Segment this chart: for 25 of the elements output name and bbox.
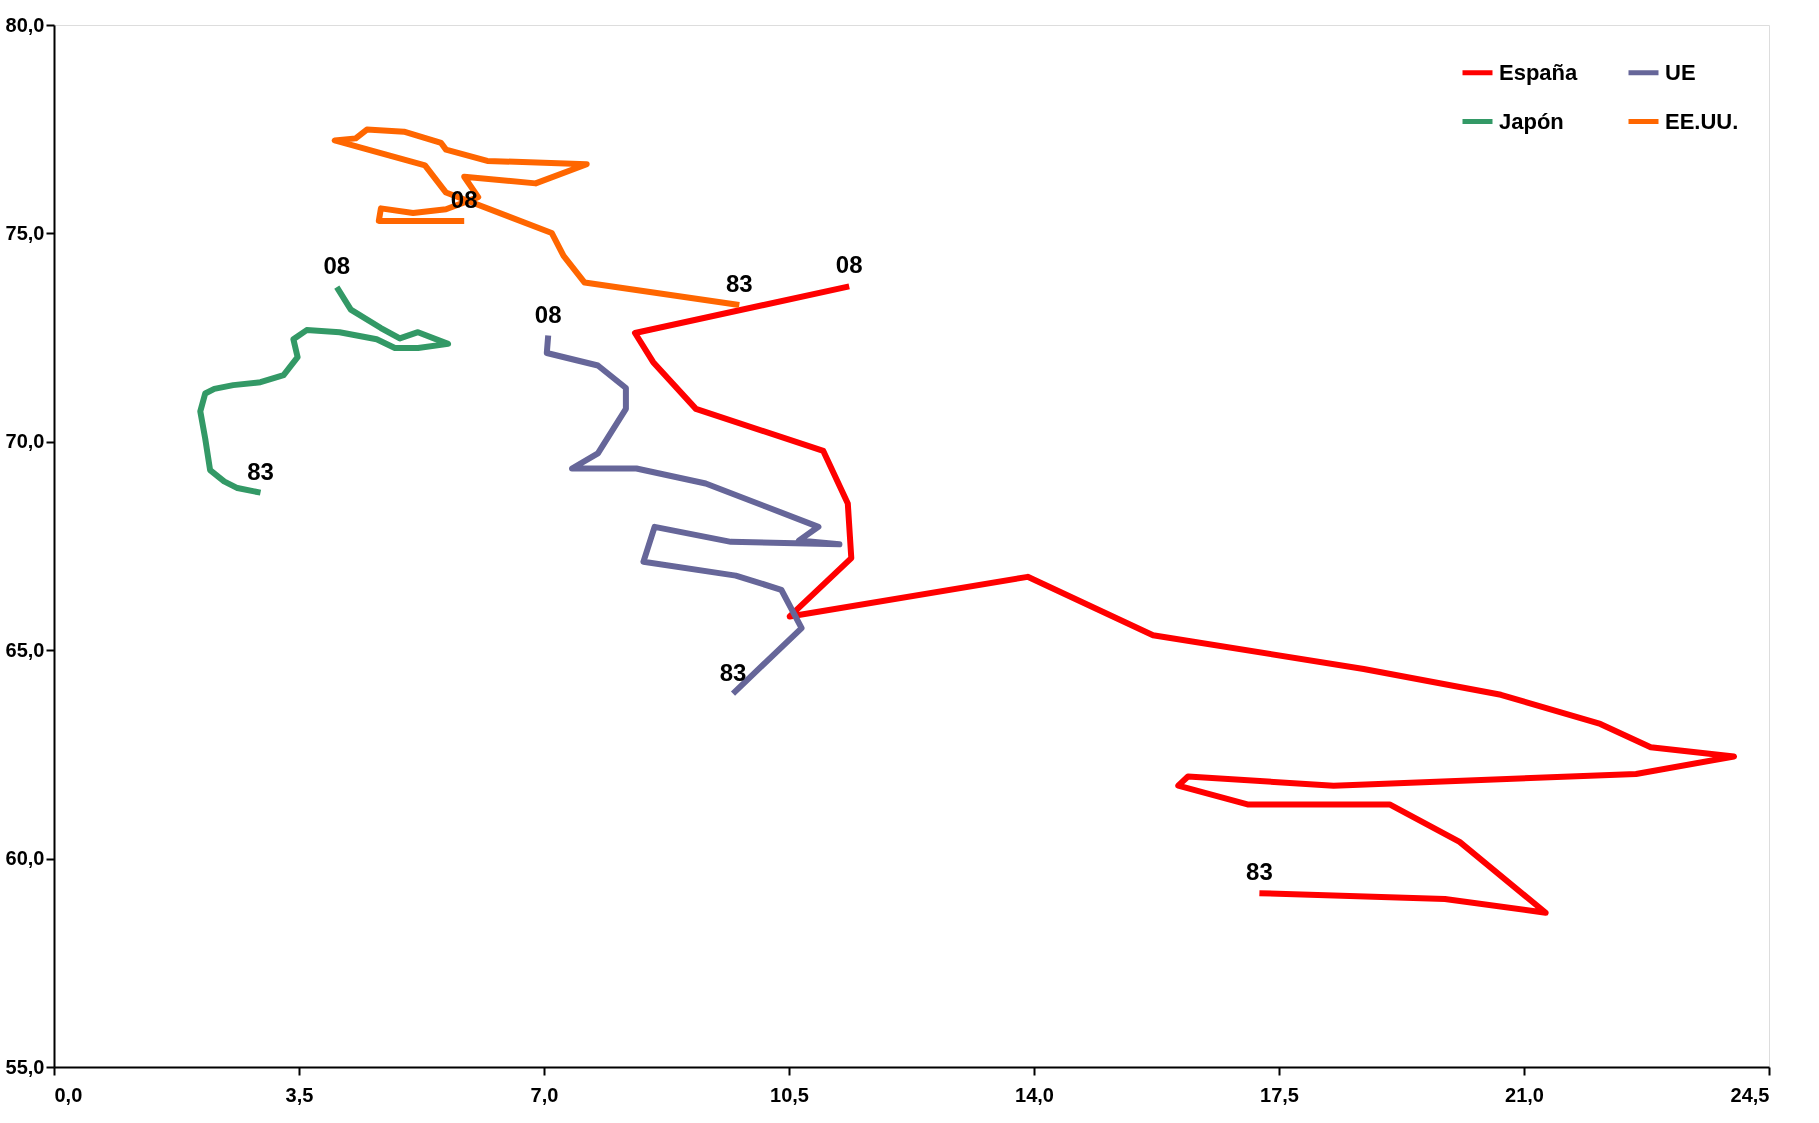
- legend-label: EE.UU.: [1665, 108, 1739, 134]
- x-tick-label: 14,0: [1015, 1083, 1054, 1106]
- annotation: 08: [835, 251, 863, 279]
- legend-label: UE: [1665, 59, 1696, 85]
- x-tick-label: 21,0: [1505, 1083, 1544, 1106]
- annotation: 83: [725, 270, 753, 298]
- y-tick-label: 80,0: [5, 13, 45, 36]
- x-tick-label: 24,5: [1730, 1083, 1770, 1106]
- annotation: 83: [719, 658, 747, 686]
- y-tick-label: 60,0: [5, 847, 45, 870]
- legend-label: Japón: [1499, 108, 1564, 134]
- legend-label: España: [1499, 59, 1579, 85]
- x-tick-label: 0,0: [54, 1083, 83, 1106]
- annotation: 83: [1246, 858, 1273, 886]
- y-tick-label: 65,0: [5, 638, 45, 661]
- y-tick-label: 55,0: [5, 1055, 45, 1078]
- x-tick-label: 7,0: [530, 1083, 559, 1106]
- x-tick-label: 10,5: [770, 1083, 809, 1106]
- annotation: 08: [534, 300, 562, 328]
- y-tick-label: 70,0: [5, 430, 45, 453]
- y-tick-label: 75,0: [5, 221, 45, 244]
- x-tick-label: 17,5: [1260, 1083, 1299, 1106]
- x-tick-label: 3,5: [285, 1083, 314, 1106]
- annotation: 08: [323, 252, 351, 280]
- annotation: 83: [247, 457, 274, 485]
